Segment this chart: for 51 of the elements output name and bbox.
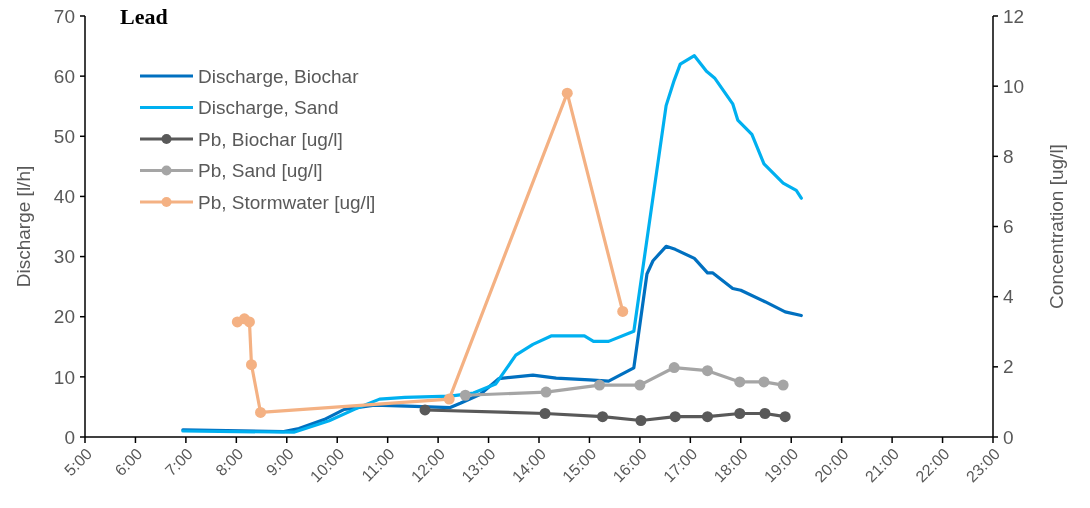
legend-label: Pb, Biochar [ug/l] bbox=[198, 128, 343, 150]
point bbox=[777, 379, 789, 391]
point bbox=[759, 407, 771, 419]
point bbox=[443, 393, 455, 405]
x-tick-label: 9:00 bbox=[262, 444, 297, 480]
y-tick-label: 40 bbox=[53, 186, 75, 208]
y2-tick-label: 6 bbox=[1003, 216, 1014, 238]
y2-tick-label: 12 bbox=[1003, 5, 1025, 27]
point bbox=[617, 305, 629, 317]
point bbox=[597, 411, 609, 423]
y-tick-label: 20 bbox=[53, 306, 75, 328]
point bbox=[255, 406, 267, 418]
y2-tick-label: 0 bbox=[1003, 426, 1014, 448]
chart-title: Lead bbox=[120, 4, 168, 29]
y2-axis-title: Concentration [ug/l] bbox=[1046, 144, 1067, 309]
y2-tick-label: 10 bbox=[1003, 75, 1025, 97]
legend-label: Discharge, Sand bbox=[198, 97, 339, 119]
point bbox=[243, 316, 255, 328]
point bbox=[594, 379, 606, 391]
point bbox=[459, 389, 471, 401]
point bbox=[669, 411, 681, 423]
point bbox=[419, 404, 431, 416]
y-tick-label: 50 bbox=[53, 125, 75, 147]
point bbox=[758, 376, 770, 388]
y2-tick-label: 4 bbox=[1003, 286, 1014, 308]
point bbox=[245, 359, 257, 371]
point bbox=[540, 386, 552, 398]
x-tick-label: 6:00 bbox=[111, 444, 146, 480]
legend-label: Discharge, Biochar bbox=[198, 65, 360, 87]
y2-tick-label: 2 bbox=[1003, 356, 1014, 378]
y-tick-label: 10 bbox=[53, 366, 75, 388]
y2-tick-label: 8 bbox=[1003, 145, 1014, 167]
legend-label: Pb, Sand [ug/l] bbox=[198, 160, 323, 182]
point bbox=[634, 379, 646, 391]
point bbox=[539, 407, 551, 419]
point bbox=[635, 415, 647, 427]
legend-label: Pb, Stormwater [ug/l] bbox=[198, 191, 376, 213]
x-tick-label: 8:00 bbox=[212, 444, 247, 480]
y-tick-label: 30 bbox=[53, 246, 75, 268]
point bbox=[668, 362, 680, 374]
x-tick-label: 7:00 bbox=[161, 444, 197, 480]
point bbox=[561, 87, 573, 99]
point bbox=[701, 365, 713, 377]
y-tick-label: 70 bbox=[53, 5, 75, 27]
y-axis-title: Discharge [l/h] bbox=[13, 165, 34, 288]
point bbox=[734, 376, 746, 388]
point bbox=[701, 411, 713, 423]
point bbox=[734, 407, 746, 419]
point bbox=[779, 411, 791, 423]
line-series bbox=[181, 54, 803, 434]
y-tick-label: 60 bbox=[53, 65, 75, 87]
